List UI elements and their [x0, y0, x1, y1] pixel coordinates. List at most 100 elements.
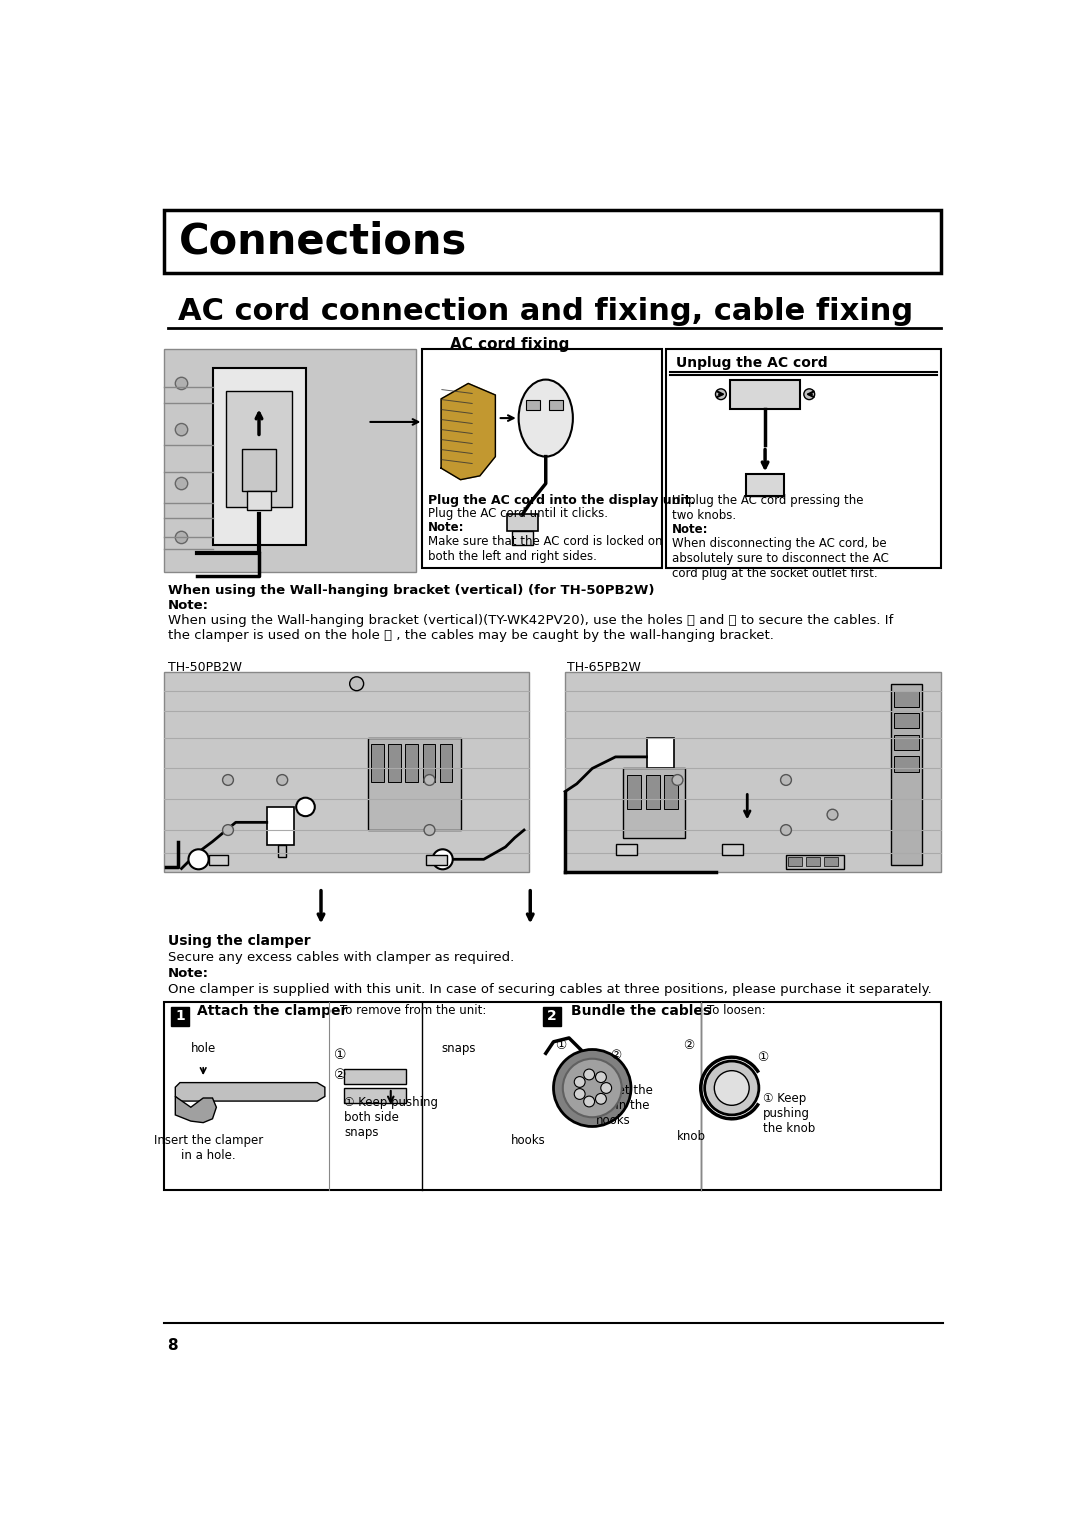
Circle shape: [600, 1083, 611, 1093]
Circle shape: [575, 1089, 585, 1099]
Bar: [565, 672, 941, 872]
Bar: [806, 857, 820, 866]
Bar: [824, 857, 838, 866]
Text: ①: ①: [334, 1048, 347, 1061]
Bar: [267, 806, 294, 846]
Bar: [372, 744, 383, 782]
Bar: [788, 857, 802, 866]
Text: C: C: [301, 802, 310, 812]
Text: ② Set the
tip in the
hooks: ② Set the tip in the hooks: [596, 1084, 653, 1127]
Text: AC cord fixing: AC cord fixing: [450, 337, 570, 353]
Circle shape: [296, 797, 314, 815]
Circle shape: [583, 1069, 595, 1080]
Bar: [526, 400, 540, 409]
Bar: [512, 531, 532, 545]
Bar: [164, 348, 416, 573]
Circle shape: [424, 774, 435, 785]
Polygon shape: [175, 1083, 325, 1101]
Bar: [440, 744, 451, 782]
Text: Note:: Note:: [167, 967, 208, 980]
Text: ②: ②: [334, 1067, 347, 1083]
Text: Plug the AC cord into the display unit.: Plug the AC cord into the display unit.: [428, 493, 696, 507]
Bar: [894, 756, 918, 771]
Bar: [745, 475, 784, 496]
Polygon shape: [175, 1096, 216, 1122]
Bar: [367, 738, 460, 831]
Bar: [426, 855, 447, 866]
Bar: [542, 1008, 562, 1026]
Circle shape: [781, 825, 792, 835]
Circle shape: [563, 1058, 622, 1118]
Bar: [664, 774, 678, 809]
Text: 8: 8: [167, 1338, 178, 1353]
Bar: [164, 672, 529, 872]
Text: Make sure that the AC cord is locked on
both the left and right sides.: Make sure that the AC cord is locked on …: [428, 534, 662, 563]
Text: ① Keep pushing
both side
snaps: ① Keep pushing both side snaps: [345, 1096, 438, 1139]
Circle shape: [827, 809, 838, 820]
Bar: [623, 768, 685, 838]
Text: ① Keep
pushing
the knob: ① Keep pushing the knob: [762, 1092, 815, 1135]
Text: One clamper is supplied with this unit. In case of securing cables at three posi: One clamper is supplied with this unit. …: [167, 982, 931, 996]
Circle shape: [433, 849, 453, 869]
Text: When disconnecting the AC cord, be
absolutely sure to disconnect the AC
cord plu: When disconnecting the AC cord, be absol…: [672, 536, 889, 580]
Bar: [647, 738, 674, 768]
Bar: [549, 400, 563, 409]
Bar: [666, 348, 941, 568]
Bar: [646, 774, 660, 809]
Circle shape: [804, 389, 814, 400]
Bar: [164, 211, 941, 273]
Text: When using the Wall-hanging bracket (vertical)(TY-WK42PV20), use the holes Ⓐ and: When using the Wall-hanging bracket (ver…: [167, 614, 893, 643]
Text: Unplug the AC cord pressing the
two knobs.: Unplug the AC cord pressing the two knob…: [672, 493, 864, 522]
Text: To loosen:: To loosen:: [707, 1005, 766, 1017]
Circle shape: [350, 676, 364, 690]
Ellipse shape: [704, 1061, 759, 1115]
Bar: [208, 855, 228, 866]
Text: Insert the clamper
in a hole.: Insert the clamper in a hole.: [154, 1135, 264, 1162]
Bar: [171, 1008, 189, 1026]
Bar: [721, 844, 743, 855]
Circle shape: [672, 774, 683, 785]
Bar: [616, 844, 637, 855]
Circle shape: [583, 1096, 595, 1107]
Bar: [627, 774, 642, 809]
Circle shape: [575, 1077, 585, 1087]
Text: Secure any excess cables with clamper as required.: Secure any excess cables with clamper as…: [167, 951, 514, 964]
Text: Note:: Note:: [672, 522, 708, 536]
Circle shape: [715, 389, 727, 400]
Ellipse shape: [518, 380, 572, 457]
Text: snaps: snaps: [441, 1041, 475, 1055]
Text: ①: ①: [555, 1040, 567, 1052]
Bar: [422, 744, 435, 782]
Text: ②: ②: [684, 1040, 694, 1052]
Bar: [227, 391, 293, 507]
Circle shape: [595, 1093, 606, 1104]
Text: hooks: hooks: [511, 1135, 546, 1147]
Bar: [213, 368, 306, 545]
Text: TH-50PB2W: TH-50PB2W: [167, 661, 242, 673]
Polygon shape: [441, 383, 496, 479]
Text: ①: ①: [757, 1051, 768, 1064]
Text: B: B: [438, 854, 447, 864]
Text: Connections: Connections: [178, 221, 467, 263]
Bar: [345, 1089, 406, 1104]
Text: Attach the clamper: Attach the clamper: [197, 1003, 348, 1019]
Circle shape: [554, 1049, 631, 1127]
Text: Plug the AC cord until it clicks.: Plug the AC cord until it clicks.: [428, 507, 608, 521]
Bar: [730, 380, 800, 409]
Bar: [894, 713, 918, 728]
Bar: [345, 1069, 406, 1084]
Circle shape: [424, 825, 435, 835]
Circle shape: [276, 774, 287, 785]
Text: ②: ②: [610, 1049, 621, 1063]
Text: AC cord connection and fixing, cable fixing: AC cord connection and fixing, cable fix…: [177, 298, 913, 327]
Bar: [507, 515, 538, 531]
Circle shape: [595, 1072, 606, 1083]
Bar: [405, 744, 418, 782]
Text: Unplug the AC cord: Unplug the AC cord: [676, 356, 827, 371]
Bar: [894, 692, 918, 707]
Bar: [894, 734, 918, 750]
Text: knob: knob: [677, 1130, 706, 1144]
Text: 1: 1: [175, 1009, 185, 1023]
Circle shape: [175, 423, 188, 435]
Text: Bundle the cables: Bundle the cables: [570, 1003, 711, 1019]
